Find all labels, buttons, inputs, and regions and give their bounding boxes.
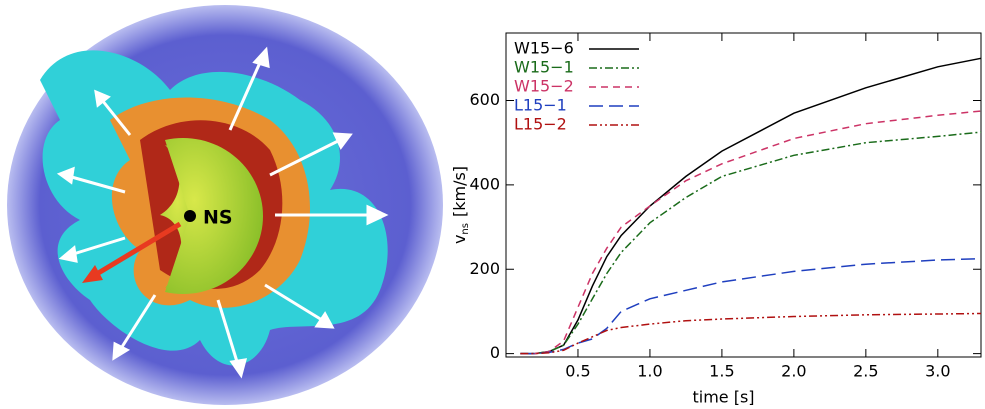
chart: 0 200 400 600 0.5 1.0 1.5 2.0 2.5 3.0 time [s] vns […: [450, 32, 982, 407]
y-tick-label: 0: [490, 343, 500, 362]
x-tick-label: 3.0: [925, 362, 950, 381]
legend-label: W15−2: [514, 77, 574, 96]
x-tick-label: 2.0: [781, 362, 806, 381]
series-line: [520, 110, 982, 355]
simulation-image: NS: [7, 5, 443, 405]
y-tick-label: 400: [469, 174, 500, 193]
y-axis-label-part: ns: [460, 223, 471, 235]
x-tick-label: 1.5: [709, 362, 734, 381]
x-axis-label: time [s]: [692, 388, 754, 407]
y-tick-label: 600: [469, 90, 500, 109]
series-line: [520, 257, 982, 355]
x-tick-label: 1.0: [637, 362, 662, 381]
legend-label: L15−1: [514, 96, 567, 115]
series-line: [520, 312, 982, 355]
legend-label: W15−6: [514, 39, 574, 58]
ns-label: NS: [203, 207, 233, 229]
series-line: [520, 131, 982, 355]
legend-label: W15−1: [514, 58, 574, 77]
x-tick-label: 2.5: [853, 362, 878, 381]
y-axis-label-part: [km/s]: [450, 166, 469, 217]
y-axis-label-part: v: [450, 235, 469, 244]
series-line: [520, 57, 982, 355]
y-axis-label: vns [km/s]: [450, 166, 472, 244]
x-tick-label: 0.5: [565, 362, 590, 381]
legend-label: L15−2: [514, 115, 567, 134]
plot-frame: [505, 32, 982, 358]
y-tick-label: 200: [469, 259, 500, 278]
